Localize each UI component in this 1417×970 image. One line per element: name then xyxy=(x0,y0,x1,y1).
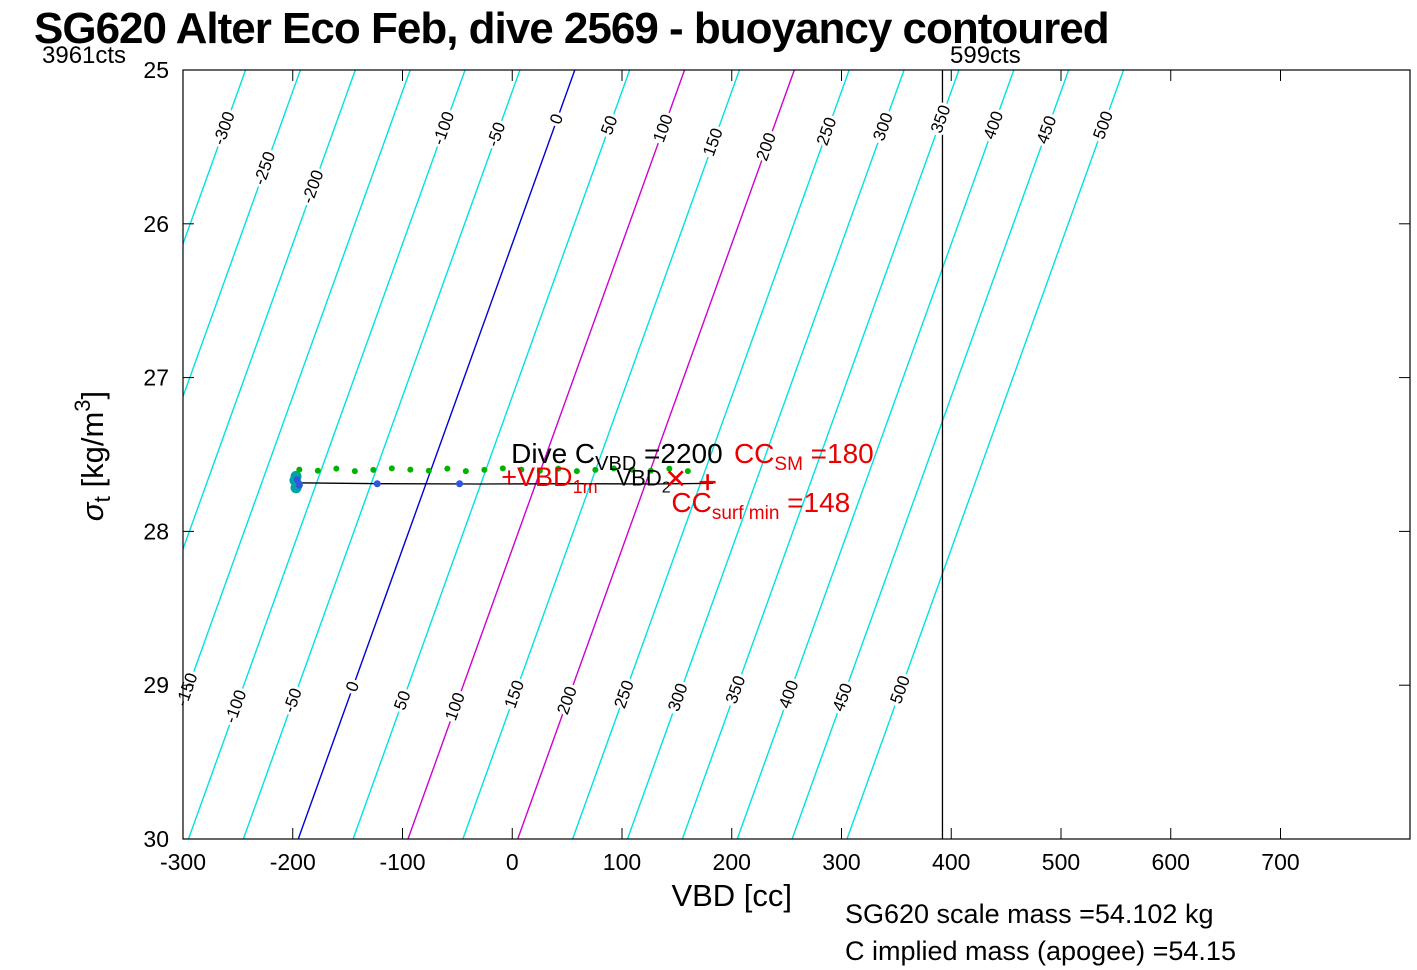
svg-text:350: 350 xyxy=(722,673,750,706)
green-sample-dot xyxy=(425,467,432,474)
green-sample-dot xyxy=(555,465,562,472)
contour-labels: -300 -250 -200 -100 -50 0 50 100 150 200 250 300 350… xyxy=(169,99,1120,728)
svg-text:300: 300 xyxy=(822,849,860,875)
svg-text:0: 0 xyxy=(506,849,519,875)
svg-text:500: 500 xyxy=(886,673,914,706)
green-sample-dot xyxy=(351,468,358,475)
x-axis-label: VBD [cc] xyxy=(671,878,792,913)
svg-text:-50: -50 xyxy=(280,686,306,716)
axes: -300 -200 -100 0 100 200 300 400 500 600 700252627… xyxy=(143,57,1411,875)
svg-text:0: 0 xyxy=(546,111,567,126)
svg-text:150: 150 xyxy=(699,126,727,159)
contour-plot: -300-250 -200-100 -500 50 100 150 200 250 300 350… xyxy=(70,57,1411,913)
svg-text:500: 500 xyxy=(1042,849,1080,875)
contour-lines xyxy=(183,70,1125,839)
blue-sample-dot xyxy=(295,481,303,489)
annotation-vbd1m: +VBD1m xyxy=(501,462,597,497)
svg-text:100: 100 xyxy=(603,849,641,875)
green-sample-dot xyxy=(407,466,414,473)
svg-text:0: 0 xyxy=(342,679,363,694)
svg-text:600: 600 xyxy=(1152,849,1190,875)
green-sample-dot xyxy=(518,466,525,473)
figure-title: SG620 Alter Eco Feb, dive 2569 - buoyanc… xyxy=(34,4,1110,53)
dive-series xyxy=(289,465,714,494)
svg-text:-250: -250 xyxy=(250,149,279,187)
svg-text:200: 200 xyxy=(752,130,780,163)
svg-text:-200: -200 xyxy=(298,167,327,205)
svg-text:400: 400 xyxy=(932,849,970,875)
green-sample-dot xyxy=(666,465,673,472)
svg-text:-100: -100 xyxy=(429,109,458,147)
green-sample-dot xyxy=(462,468,469,475)
green-sample-dot xyxy=(333,465,340,472)
svg-text:27: 27 xyxy=(143,365,169,391)
green-sample-dot xyxy=(573,468,580,475)
green-sample-dot xyxy=(610,465,617,472)
annotation-vbd2: VBD2 xyxy=(617,465,671,496)
vbd-min-counts-label: 3961cts xyxy=(42,42,127,69)
implied-mass-line: C implied mass (apogee) =54.15 xyxy=(845,936,1236,966)
blue-sample-dot xyxy=(293,476,301,484)
blue-sample-dot xyxy=(456,480,464,488)
svg-text:250: 250 xyxy=(610,678,638,711)
svg-text:200: 200 xyxy=(553,684,581,717)
svg-text:-300: -300 xyxy=(209,109,238,147)
green-sample-dot xyxy=(444,465,451,472)
svg-text:400: 400 xyxy=(775,678,803,711)
svg-text:25: 25 xyxy=(143,57,169,83)
green-sample-dot xyxy=(647,467,654,474)
annotation-cc-surfmin: CCsurf min =148 xyxy=(671,487,850,524)
annotation-dive-c: Dive CVBD =2200 xyxy=(511,438,723,475)
svg-text:30: 30 xyxy=(143,826,169,852)
svg-text:500: 500 xyxy=(1089,109,1117,142)
svg-text:-200: -200 xyxy=(270,849,316,875)
green-sample-dot xyxy=(481,466,488,473)
svg-text:400: 400 xyxy=(980,109,1008,142)
green-sample-dot xyxy=(536,467,543,474)
svg-text:50: 50 xyxy=(390,688,414,712)
svg-text:-50: -50 xyxy=(483,120,509,150)
svg-text:150: 150 xyxy=(501,678,529,711)
svg-text:-150: -150 xyxy=(172,670,201,708)
green-sample-dot xyxy=(388,465,395,472)
svg-text:100: 100 xyxy=(441,690,469,723)
svg-text:-100: -100 xyxy=(221,687,250,725)
mass-footer: SG620 scale mass =54.102 kg C implied ma… xyxy=(845,896,1236,970)
blue-sample-dot xyxy=(373,480,381,488)
green-sample-dot xyxy=(592,466,599,473)
svg-text:250: 250 xyxy=(813,115,841,148)
svg-text:450: 450 xyxy=(829,681,857,714)
svg-text:100: 100 xyxy=(649,112,677,145)
svg-text:450: 450 xyxy=(1033,113,1061,146)
svg-text:350: 350 xyxy=(927,102,955,135)
svg-text:200: 200 xyxy=(713,849,751,875)
svg-text:-100: -100 xyxy=(379,849,425,875)
dive-track-line xyxy=(294,482,714,485)
green-sample-dot xyxy=(314,467,321,474)
svg-text:700: 700 xyxy=(1261,849,1299,875)
y-axis-label: σt [kg/m3] xyxy=(70,391,115,521)
svg-text:-300: -300 xyxy=(160,849,206,875)
green-sample-dot xyxy=(684,468,691,475)
green-sample-dot xyxy=(499,465,506,472)
vbd-line-counts-label: 599cts xyxy=(950,42,1021,69)
svg-text:26: 26 xyxy=(143,211,169,237)
svg-text:300: 300 xyxy=(869,110,897,143)
green-sample-dot xyxy=(296,466,303,473)
svg-text:28: 28 xyxy=(143,518,169,544)
svg-text:29: 29 xyxy=(143,672,169,698)
svg-text:300: 300 xyxy=(664,681,692,714)
scale-mass-line: SG620 scale mass =54.102 kg xyxy=(845,899,1214,929)
annotation-cc-sm: CCSM =180 xyxy=(734,438,874,475)
green-sample-dot xyxy=(629,466,636,473)
svg-text:50: 50 xyxy=(597,113,621,137)
green-sample-dot xyxy=(370,466,377,473)
